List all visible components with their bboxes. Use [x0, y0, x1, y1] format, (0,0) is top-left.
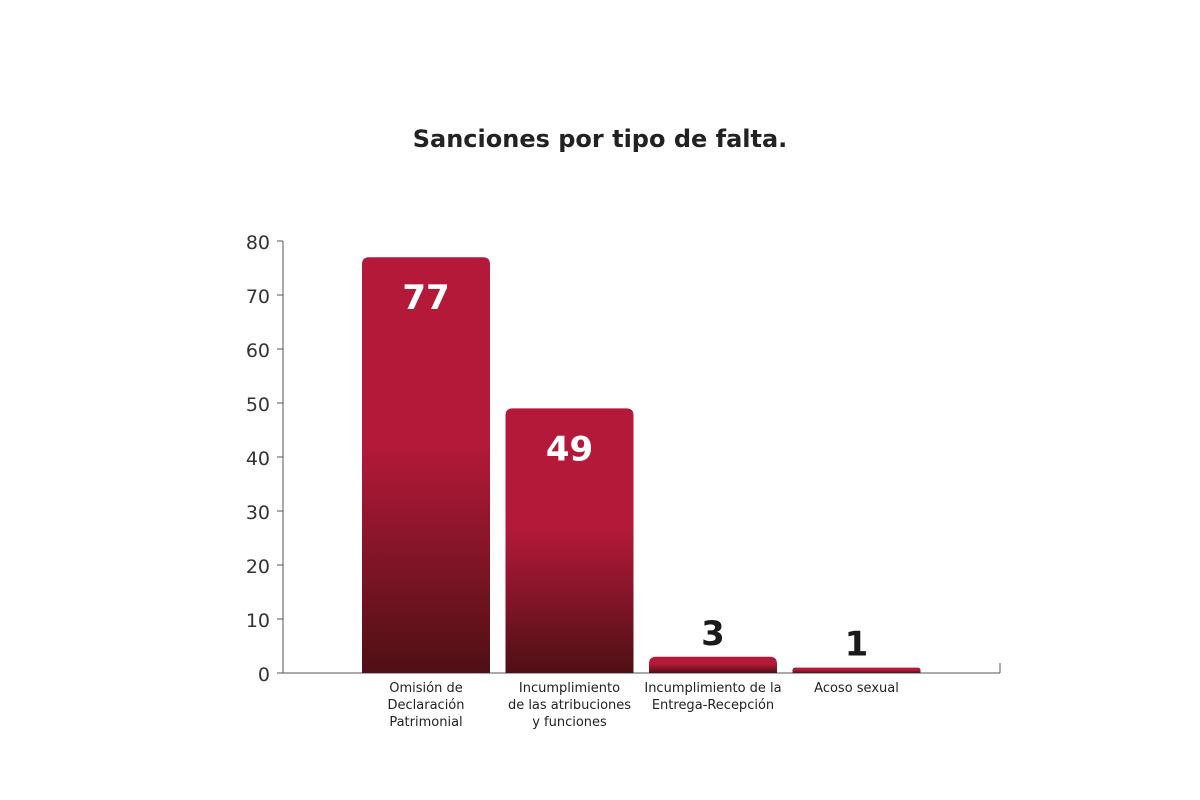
y-tick-label: 60: [246, 340, 270, 362]
bar-value-label: 77: [402, 278, 449, 318]
x-tick-label: Declaración: [388, 698, 465, 713]
y-tick-label: 20: [246, 556, 270, 578]
y-tick-label: 0: [258, 664, 270, 686]
x-tick-label: Entrega-Recepción: [652, 698, 774, 713]
x-axis-labels: Omisión de Declaración Patrimonial Incumpli…: [388, 681, 899, 730]
x-tick-label: Incumplimiento: [519, 681, 620, 696]
y-tick-label: 40: [246, 448, 270, 470]
y-tick-label: 30: [246, 502, 270, 524]
x-tick-label: y funciones: [532, 715, 607, 730]
y-tick-label: 50: [246, 394, 270, 416]
bar: [649, 656, 777, 673]
y-tick-label: 10: [246, 610, 270, 632]
bar-value-label: 49: [546, 429, 593, 469]
bar-value-label: 1: [845, 625, 869, 665]
bar-value-label: 3: [701, 614, 725, 654]
x-tick-label: Incumplimiento de la: [644, 681, 781, 696]
x-tick-label: de las atribuciones: [508, 698, 631, 713]
bar: [792, 667, 921, 673]
y-tick-label: 70: [246, 286, 270, 308]
x-tick-label: Patrimonial: [389, 715, 462, 730]
bar: [362, 257, 490, 673]
y-axis: 0 10 20 30 40 50 60 70 80: [246, 232, 284, 686]
y-tick-label: 80: [246, 232, 270, 254]
chart-title: Sanciones por tipo de falta.: [413, 125, 788, 153]
x-tick-label: Omisión de: [389, 681, 462, 696]
x-tick-label: Acoso sexual: [814, 681, 899, 696]
bar: [505, 408, 634, 673]
bars: 77 49 3 1: [362, 257, 921, 673]
